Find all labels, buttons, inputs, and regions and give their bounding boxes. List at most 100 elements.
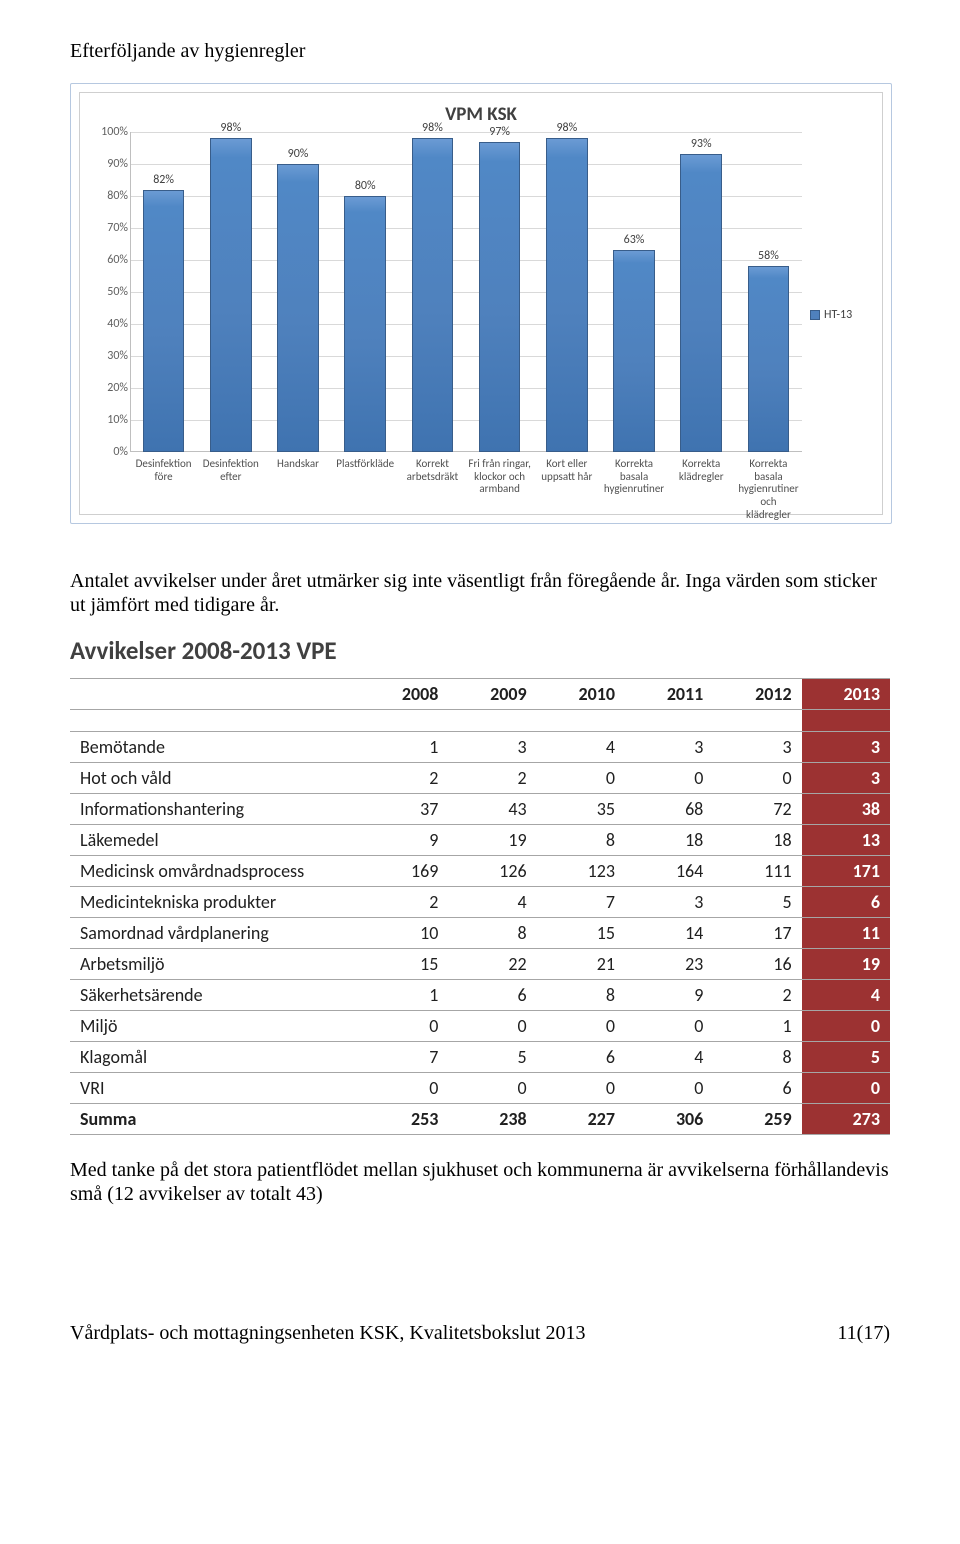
table-header-cell: 2009 bbox=[448, 679, 536, 710]
table-cell: 164 bbox=[625, 856, 713, 887]
chart-x-label: Handskar bbox=[264, 454, 331, 512]
table-cell: 15 bbox=[537, 918, 625, 949]
chart-x-label: Fri från ringar, klockor och armband bbox=[466, 454, 533, 512]
table-cell: 169 bbox=[360, 856, 448, 887]
table-cell: 5 bbox=[713, 887, 801, 918]
table-cell: 3 bbox=[802, 732, 890, 763]
table-row: Arbetsmiljö152221231619 bbox=[70, 949, 890, 980]
chart-bar-value: 90% bbox=[288, 147, 309, 161]
chart-y-axis: 0%10%20%30%40%50%60%70%80%90%100% bbox=[86, 132, 130, 452]
table-cell: 38 bbox=[802, 794, 890, 825]
chart-plot-area: 0%10%20%30%40%50%60%70%80%90%100% 82%98%… bbox=[86, 132, 802, 512]
table-cell: 8 bbox=[537, 825, 625, 856]
chart-y-tick: 90% bbox=[107, 157, 128, 171]
chart-frame: VPM KSK 0%10%20%30%40%50%60%70%80%90%100… bbox=[70, 83, 892, 524]
chart: VPM KSK 0%10%20%30%40%50%60%70%80%90%100… bbox=[79, 92, 883, 515]
table-cell: 171 bbox=[802, 856, 890, 887]
table-row-label: Medicintekniska produkter bbox=[70, 887, 360, 918]
chart-bar-slot: 97% bbox=[466, 132, 533, 452]
table-row-label: VRI bbox=[70, 1073, 360, 1104]
table-row: Bemötande134333 bbox=[70, 732, 890, 763]
chart-bar-slot: 58% bbox=[735, 132, 802, 452]
table-cell: 8 bbox=[537, 980, 625, 1011]
table-cell: 23 bbox=[625, 949, 713, 980]
table-cell: 306 bbox=[625, 1104, 713, 1135]
table-row: Samordnad vårdplanering10815141711 bbox=[70, 918, 890, 949]
chart-bar-value: 97% bbox=[489, 125, 510, 139]
chart-bar-value: 98% bbox=[556, 121, 577, 135]
table-cell: 4 bbox=[625, 1042, 713, 1073]
table-header-cell: 2008 bbox=[360, 679, 448, 710]
chart-bar-value: 93% bbox=[691, 137, 712, 151]
table-cell: 9 bbox=[625, 980, 713, 1011]
table-cell: 68 bbox=[625, 794, 713, 825]
deviation-table-wrap: Avvikelser 2008-2013 VPE 200820092010201… bbox=[70, 635, 890, 1135]
table-row: Informationshantering374335687238 bbox=[70, 794, 890, 825]
page-footer: Vårdplats- och mottagningsenheten KSK, K… bbox=[70, 1322, 890, 1345]
table-cell bbox=[713, 710, 801, 732]
table-cell: 14 bbox=[625, 918, 713, 949]
chart-x-label: Korrekta basala hygienrutiner och klädre… bbox=[735, 454, 802, 512]
table-cell: 15 bbox=[360, 949, 448, 980]
table-cell bbox=[802, 710, 890, 732]
table-row: VRI000060 bbox=[70, 1073, 890, 1104]
table-cell: 8 bbox=[713, 1042, 801, 1073]
table-row-label: Informationshantering bbox=[70, 794, 360, 825]
chart-y-tick: 80% bbox=[107, 189, 128, 203]
table-cell: 8 bbox=[448, 918, 536, 949]
table-cell: 2 bbox=[448, 763, 536, 794]
table-row-label: Miljö bbox=[70, 1011, 360, 1042]
table-cell: 5 bbox=[448, 1042, 536, 1073]
chart-bar-value: 98% bbox=[220, 121, 241, 135]
table-cell: 6 bbox=[713, 1073, 801, 1104]
table-cell: 273 bbox=[802, 1104, 890, 1135]
table-cell: 5 bbox=[802, 1042, 890, 1073]
table-row-label: Arbetsmiljö bbox=[70, 949, 360, 980]
table-header-cell: 2010 bbox=[537, 679, 625, 710]
table-header-cell: 2012 bbox=[713, 679, 801, 710]
chart-y-tick: 40% bbox=[107, 317, 128, 331]
table-cell: 4 bbox=[802, 980, 890, 1011]
table-cell: 3 bbox=[448, 732, 536, 763]
chart-bar-slot: 80% bbox=[332, 132, 399, 452]
table-cell: 111 bbox=[713, 856, 801, 887]
chart-bar bbox=[680, 154, 722, 452]
table-cell: 1 bbox=[360, 732, 448, 763]
legend-label: HT-13 bbox=[824, 308, 852, 322]
section-heading: Efterföljande av hygienregler bbox=[70, 40, 890, 63]
table-row: Miljö000010 bbox=[70, 1011, 890, 1042]
table-cell: 0 bbox=[713, 763, 801, 794]
table-cell: 7 bbox=[537, 887, 625, 918]
table-cell: 1 bbox=[360, 980, 448, 1011]
table-row-label: Bemötande bbox=[70, 732, 360, 763]
table-cell: 0 bbox=[625, 1073, 713, 1104]
table-row: Klagomål756485 bbox=[70, 1042, 890, 1073]
table-cell: 123 bbox=[537, 856, 625, 887]
table-cell: 227 bbox=[537, 1104, 625, 1135]
chart-bar-slot: 98% bbox=[197, 132, 264, 452]
table-row-label: Hot och våld bbox=[70, 763, 360, 794]
chart-bar-value: 58% bbox=[758, 249, 779, 263]
chart-bar-slot: 82% bbox=[130, 132, 197, 452]
chart-y-tick: 50% bbox=[107, 285, 128, 299]
chart-bar bbox=[210, 138, 252, 452]
table-cell: 0 bbox=[537, 763, 625, 794]
table-cell: 0 bbox=[360, 1073, 448, 1104]
table-cell: 3 bbox=[802, 763, 890, 794]
chart-bar bbox=[277, 164, 319, 452]
chart-y-tick: 20% bbox=[107, 381, 128, 395]
table-row: Hot och våld220003 bbox=[70, 763, 890, 794]
table-cell: 0 bbox=[625, 1011, 713, 1042]
table-cell: 6 bbox=[537, 1042, 625, 1073]
table-cell: 11 bbox=[802, 918, 890, 949]
table-summary-row: Summa253238227306259273 bbox=[70, 1104, 890, 1135]
chart-bar bbox=[546, 138, 588, 452]
table-cell: 1 bbox=[713, 1011, 801, 1042]
table-cell: 4 bbox=[448, 887, 536, 918]
table-header-blank bbox=[70, 679, 360, 710]
table-cell: 13 bbox=[802, 825, 890, 856]
table-row: Medicintekniska produkter247356 bbox=[70, 887, 890, 918]
chart-legend: HT-13 bbox=[810, 308, 852, 322]
chart-bar-value: 63% bbox=[624, 233, 645, 247]
chart-y-tick: 0% bbox=[113, 445, 128, 459]
